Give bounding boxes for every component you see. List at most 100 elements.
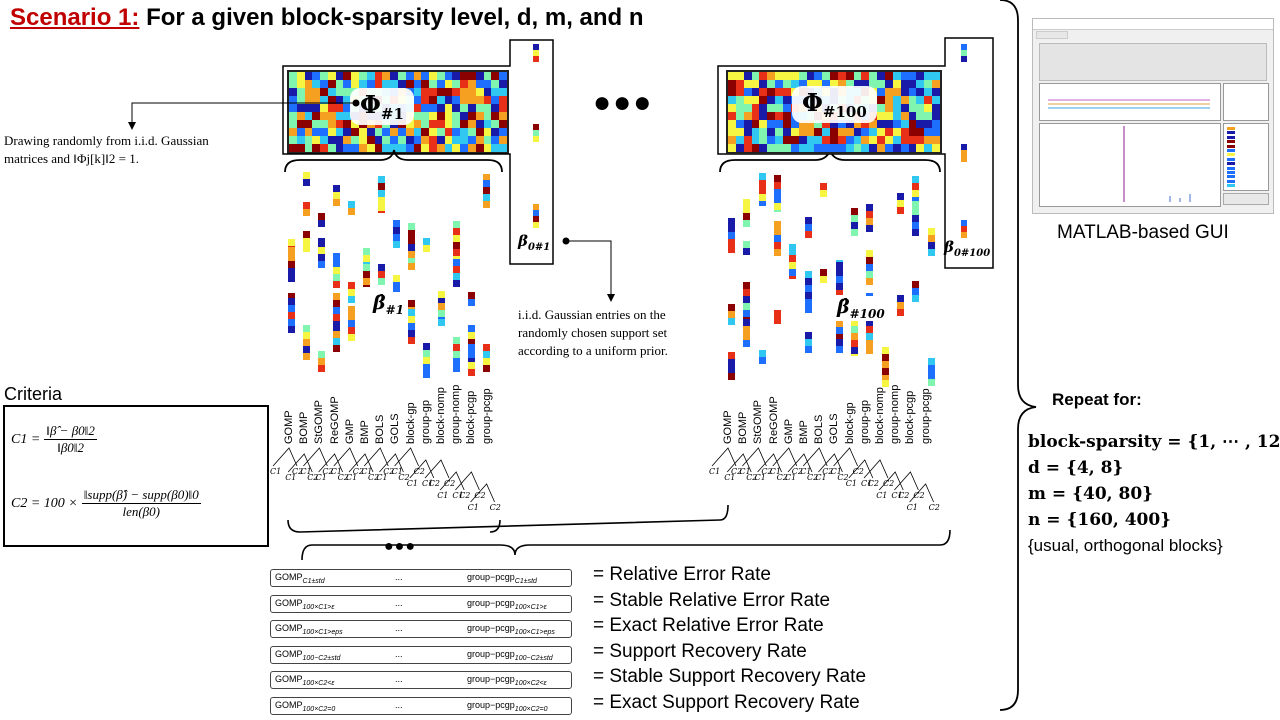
estimate-entry <box>820 269 828 276</box>
matrix-cell <box>483 96 492 104</box>
matrix-cell <box>728 104 736 112</box>
matrix-cell <box>900 72 909 80</box>
matrix-cell <box>822 136 831 144</box>
matrix-cell <box>814 128 823 136</box>
matrix-cell <box>916 112 925 120</box>
estimate-entry <box>453 266 460 273</box>
matrix-cell <box>782 72 791 80</box>
matrix-cell <box>830 72 838 80</box>
estimate-entry <box>820 190 828 197</box>
matrix-cell <box>499 72 507 80</box>
row-right-subscript: C1±std <box>514 577 537 585</box>
matrix-cell <box>335 72 344 80</box>
vector-entry <box>961 50 967 56</box>
estimate-entry <box>363 271 370 278</box>
estimate-entry <box>288 268 295 275</box>
matrix-cell <box>767 96 776 104</box>
estimate-entry <box>835 262 843 269</box>
estimate-entry <box>288 275 295 282</box>
matrix-cell <box>491 112 500 120</box>
matrix-cell <box>405 80 414 88</box>
estimate-entry <box>850 340 858 347</box>
c2-branch-label: C2 <box>398 473 410 482</box>
estimate-entry <box>288 326 295 333</box>
estimate-entry <box>333 314 340 321</box>
matrix-cell <box>728 88 736 96</box>
estimate-entry <box>835 276 843 283</box>
c1-branch-label: C1 <box>906 503 918 512</box>
estimate-entry <box>393 275 400 282</box>
matrix-cell <box>483 80 492 88</box>
matrix-cell <box>798 72 807 80</box>
matrix-cell <box>728 120 736 128</box>
row-right-term: group−pcgpC1±std <box>467 572 537 585</box>
estimate-entry <box>348 282 355 289</box>
matrix-cell <box>289 120 297 128</box>
matrix-cell <box>885 144 893 152</box>
estimate-entry <box>468 355 475 362</box>
matrix-cell <box>845 120 854 128</box>
gui-legend-swatch <box>1227 144 1235 148</box>
estimate-entry <box>804 332 812 339</box>
vector-entry <box>533 222 539 228</box>
matrix-cell <box>790 136 799 144</box>
estimate-entry <box>408 323 415 330</box>
matrix-cell <box>483 88 492 96</box>
matrix-cell <box>845 136 854 144</box>
matrix-cell <box>335 88 344 96</box>
matrix-cell <box>861 72 870 80</box>
estimate-entry <box>288 319 295 326</box>
matrix-cell <box>491 104 500 112</box>
estimate-entry <box>866 218 874 225</box>
matrix-cell <box>759 72 768 80</box>
estimate-entry <box>468 299 475 306</box>
estimate-entry <box>318 247 325 254</box>
estimate-entry <box>318 358 325 365</box>
matrix-cell <box>366 128 375 136</box>
matrix-cell <box>444 128 453 136</box>
matrix-cell <box>900 136 909 144</box>
matrix-cell <box>483 112 492 120</box>
beta0-1-label: β0#1 <box>518 232 551 253</box>
criteria-box: C1 = ‖β̂ − β0‖2 ‖β0‖2 C2 = 100 × ‖supp(β… <box>3 405 269 547</box>
repeat-n: n = {160, 400} <box>1028 510 1172 530</box>
estimate-entry <box>423 350 430 357</box>
matrix-cell <box>775 96 783 104</box>
estimate-entry <box>303 353 310 360</box>
estimate-entry <box>804 285 812 292</box>
matrix-cell <box>483 144 492 152</box>
matrix-cell <box>735 120 744 128</box>
c1-branch-label: C1 <box>467 503 479 512</box>
matrix-cell <box>900 104 909 112</box>
estimate-entry <box>789 269 797 276</box>
estimate-entry <box>333 253 340 260</box>
estimate-entry <box>288 239 295 246</box>
c2-branch-label: C2 <box>459 491 471 500</box>
matrix-cell <box>343 104 352 112</box>
matrix-cell <box>751 88 760 96</box>
matrix-cell <box>366 136 375 144</box>
algorithm-label: BOLS <box>813 414 826 444</box>
matrix-cell <box>429 120 437 128</box>
estimate-entry <box>348 208 355 215</box>
estimate-entry <box>453 273 460 280</box>
matrix-cell <box>468 128 476 136</box>
matrix-cell <box>312 144 321 152</box>
c2-branch-label: C2 <box>489 503 501 512</box>
estimate-entry <box>333 345 340 352</box>
matrix-cell <box>460 96 469 104</box>
beta-hat-100-columns <box>728 172 943 392</box>
matlab-gui-thumbnail <box>1032 18 1274 214</box>
c2-branch-label: C2 <box>731 467 743 476</box>
matrix-cell <box>444 144 453 152</box>
estimate-entry <box>378 190 385 197</box>
estimate-entry <box>912 222 920 229</box>
estimate-entry <box>393 282 400 289</box>
estimate-entry <box>453 344 460 351</box>
estimate-entry <box>896 193 904 200</box>
estimate-entry <box>758 187 766 194</box>
matrix-cell <box>343 80 352 88</box>
matrix-cell <box>790 80 799 88</box>
estimate-entry <box>866 333 874 340</box>
